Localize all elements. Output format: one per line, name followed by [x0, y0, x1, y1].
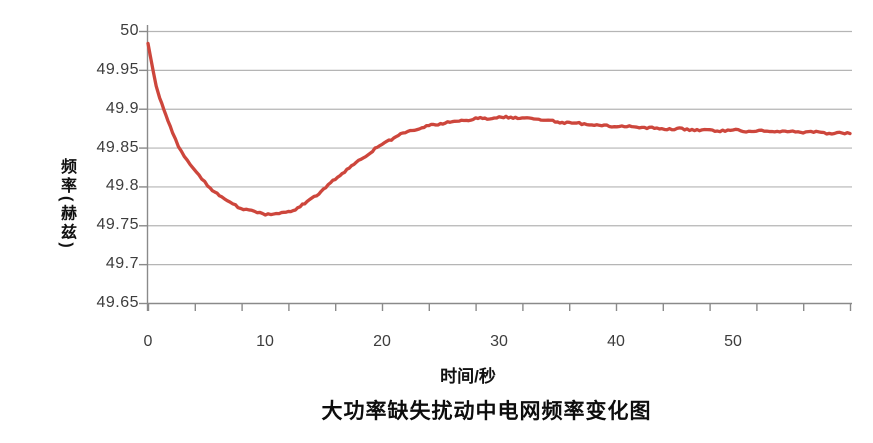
y-tick-label: 49.9: [105, 99, 139, 117]
frequency-curve: [146, 41, 852, 217]
x-tick-label: 0: [143, 333, 153, 350]
y-tick-label: 49.65: [96, 294, 139, 311]
y-tick-label: 49.8: [105, 177, 139, 195]
y-tick-label: 49.85: [96, 138, 139, 156]
chart-title: 大功率缺失扰动中电网频率变化图: [321, 400, 652, 423]
y-tick-label: 49.95: [96, 60, 139, 78]
x-tick-label: 30: [490, 333, 508, 350]
x-tick-label: 40: [607, 333, 625, 350]
y-tick-label: 50: [120, 22, 139, 39]
y-tick-label: 49.7: [105, 255, 139, 273]
x-tick-label: 50: [724, 333, 742, 350]
x-tick-label: 20: [373, 333, 391, 350]
x-axis-title: 时间/秒: [440, 367, 496, 386]
y-axis-title: 频率(赫兹): [58, 158, 75, 251]
y-tick-label: 49.75: [96, 216, 139, 234]
x-tick-label: 10: [256, 333, 274, 350]
